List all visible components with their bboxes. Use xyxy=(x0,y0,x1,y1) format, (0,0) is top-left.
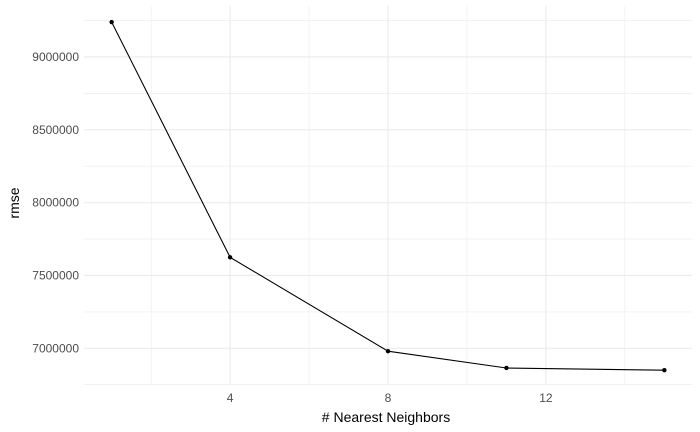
x-tick-label: 8 xyxy=(385,391,392,405)
y-axis-title: rmse xyxy=(6,187,22,218)
x-axis-tick-labels: 4 8 12 xyxy=(227,391,553,405)
data-point xyxy=(504,365,509,371)
x-tick-label: 4 xyxy=(227,391,234,405)
x-axis-title: # Nearest Neighbors xyxy=(322,409,450,425)
y-tick-label: 8000000 xyxy=(32,196,79,210)
data-point xyxy=(662,367,667,373)
y-tick-label: 7500000 xyxy=(32,268,79,282)
data-point xyxy=(109,19,114,25)
major-gridlines xyxy=(84,6,692,384)
y-tick-label: 9000000 xyxy=(32,50,79,64)
y-axis-tick-labels: 7000000 7500000 8000000 8500000 9000000 xyxy=(32,50,79,355)
y-tick-label: 8500000 xyxy=(32,123,79,137)
y-tick-label: 7000000 xyxy=(32,341,79,355)
x-tick-label: 12 xyxy=(539,391,553,405)
data-point xyxy=(227,255,233,260)
data-point xyxy=(385,349,391,354)
rmse-series xyxy=(109,19,667,373)
